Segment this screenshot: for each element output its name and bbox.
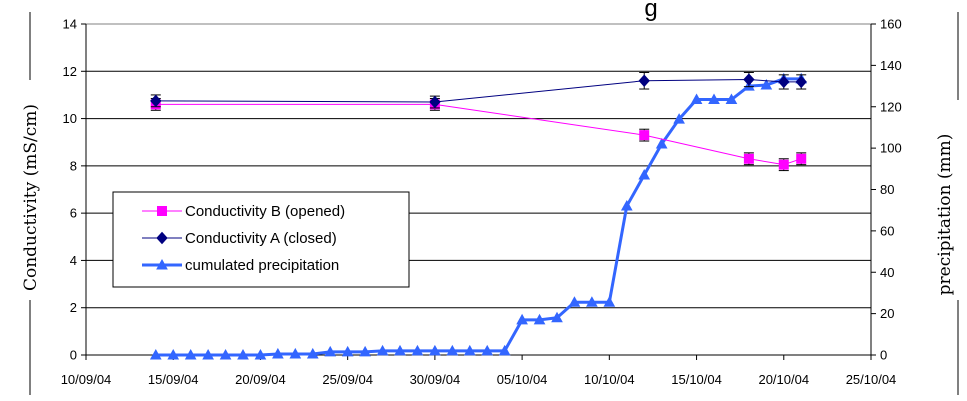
- plot-border: [85, 23, 872, 356]
- data-point: [184, 348, 197, 360]
- data-point: [743, 153, 754, 164]
- data-point: [795, 75, 807, 89]
- data-point: [551, 311, 563, 323]
- y2-tick-label: 160: [880, 17, 902, 32]
- y2-tick-label: 100: [880, 141, 902, 156]
- x-tick-label: 15/10/04: [671, 372, 722, 387]
- y-tick-label: 4: [70, 253, 77, 268]
- data-point: [760, 78, 773, 90]
- data-point: [219, 348, 232, 360]
- x-tick-label: 25/09/04: [322, 372, 373, 387]
- data-point: [796, 153, 807, 164]
- y-tick-label: 10: [63, 111, 77, 126]
- left-axis-ticks: 0 2 4 6 8 10 12 14: [63, 17, 87, 363]
- data-point: [289, 347, 302, 359]
- data-point: [429, 95, 441, 109]
- data-point: [411, 344, 424, 356]
- x-tick-label: 15/09/04: [148, 372, 199, 387]
- data-point: [376, 344, 389, 356]
- x-tick-label: 20/10/04: [758, 372, 809, 387]
- data-point: [603, 296, 616, 307]
- x-axis-ticks: 10/09/04 15/09/04 20/09/04 25/09/04 30/09/04…: [61, 354, 897, 387]
- y2-tick-label: 140: [880, 58, 902, 73]
- data-point: [708, 93, 720, 105]
- y2-tick-label: 0: [880, 348, 887, 363]
- data-point: [150, 94, 162, 108]
- y2-tick-label: 80: [880, 182, 894, 197]
- data-point: [725, 93, 738, 105]
- data-point: [516, 313, 528, 325]
- legend: Conductivity B (opened) Conductivity A (c…: [112, 191, 410, 288]
- data-point: [638, 168, 651, 180]
- data-point: [620, 200, 633, 211]
- y2-tick-label: 40: [880, 265, 894, 280]
- data-point: [690, 93, 703, 105]
- left-axis-title: Conductivity (mS/cm): [21, 104, 41, 291]
- data-point: [743, 73, 755, 86]
- data-point: [306, 347, 319, 359]
- data-point: [673, 113, 685, 124]
- data-point: [568, 296, 581, 307]
- right-axis-ticks: 0 20 40 60 80 100 120 140 160: [870, 17, 902, 363]
- data-point: [254, 348, 267, 360]
- x-tick-label: 25/10/04: [846, 372, 897, 387]
- x-tick-label: 20/09/04: [235, 372, 286, 387]
- data-point: [324, 345, 337, 357]
- data-point: [359, 345, 371, 357]
- x-tick-label: 30/09/04: [410, 372, 461, 387]
- x-tick-label: 10/09/04: [61, 372, 112, 387]
- chart-title: g: [644, 0, 657, 22]
- data-point: [778, 75, 790, 89]
- data-point: [149, 348, 162, 360]
- y2-tick-label: 120: [880, 99, 902, 114]
- legend-swatch-marker: [156, 258, 168, 270]
- data-point: [341, 345, 354, 357]
- data-point: [481, 344, 494, 356]
- y-tick-label: 6: [70, 206, 77, 221]
- data-point: [778, 159, 789, 170]
- data-point: [655, 137, 668, 149]
- y-tick-label: 14: [63, 17, 77, 32]
- series-2: [149, 72, 808, 360]
- data-point: [498, 344, 511, 356]
- data-point: [533, 313, 546, 325]
- data-point: [237, 348, 249, 360]
- y-tick-label: 12: [63, 64, 77, 79]
- right-axis-title: precipitation (mm): [935, 134, 955, 296]
- series-1: [150, 71, 807, 109]
- data-point: [638, 74, 650, 87]
- legend-label: cumulated precipitation: [185, 257, 339, 274]
- legend-swatch-marker: [156, 231, 168, 245]
- data-point: [639, 130, 650, 141]
- data-point: [586, 296, 598, 307]
- legend-swatch-marker: [157, 206, 167, 216]
- data-point: [463, 344, 476, 356]
- y2-tick-label: 60: [880, 223, 894, 238]
- x-tick-label: 05/10/04: [497, 372, 548, 387]
- y-tick-label: 8: [70, 158, 77, 173]
- y2-tick-label: 20: [880, 306, 894, 321]
- data-point: [446, 344, 459, 356]
- data-point: [272, 347, 284, 359]
- data-point: [394, 344, 406, 356]
- legend-label: Conductivity A (closed): [185, 230, 337, 247]
- y-tick-label: 0: [70, 348, 77, 363]
- x-tick-label: 10/10/04: [584, 372, 635, 387]
- legend-label: Conductivity B (opened): [185, 203, 345, 220]
- series-layer: [149, 71, 808, 360]
- data-point: [429, 344, 441, 356]
- data-point: [202, 348, 214, 360]
- y-tick-label: 2: [70, 300, 77, 315]
- data-point: [167, 348, 180, 360]
